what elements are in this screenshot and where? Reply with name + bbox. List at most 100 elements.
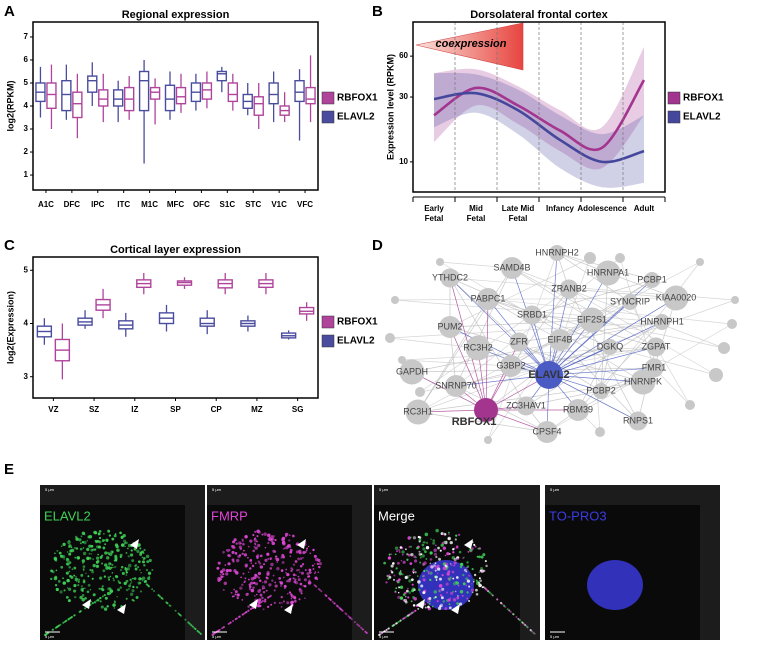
granule (431, 605, 434, 608)
granule (448, 603, 451, 606)
network-node (440, 268, 460, 288)
granule (304, 597, 306, 599)
granule (306, 572, 310, 576)
network-edge (439, 261, 513, 269)
granule (60, 545, 63, 548)
network-node (535, 361, 563, 389)
node-label: ELAVL2 (528, 369, 569, 381)
image-side-view (207, 485, 372, 505)
granule (401, 553, 404, 556)
granule (405, 615, 408, 618)
granule (242, 572, 245, 575)
granule (262, 591, 266, 594)
granule (77, 578, 81, 581)
granule (471, 568, 474, 571)
granule (57, 579, 61, 583)
granule (427, 572, 430, 575)
granule (303, 578, 307, 582)
granule (141, 576, 146, 581)
granule (95, 560, 99, 564)
granule (398, 571, 402, 575)
network-edge (531, 279, 653, 316)
arrowhead (416, 599, 425, 609)
network-edge (510, 346, 657, 367)
granule (127, 543, 132, 548)
granule (422, 575, 424, 578)
node-label: RNPS1 (623, 415, 653, 425)
network-node (522, 305, 542, 325)
granule (119, 553, 123, 557)
granule (410, 578, 414, 582)
granule (78, 538, 82, 542)
granule (120, 535, 124, 539)
granule (281, 536, 286, 541)
scale-bar-label: 5 μm (379, 634, 389, 639)
granule (250, 562, 253, 564)
granule (299, 582, 303, 586)
arrowhead (464, 539, 473, 549)
granule (90, 600, 92, 603)
granule (274, 581, 277, 584)
network-edge (548, 367, 655, 376)
granule (53, 557, 58, 561)
granule (233, 588, 236, 591)
granule (283, 584, 287, 588)
granule (317, 571, 320, 574)
granule (466, 567, 468, 569)
granule (477, 581, 480, 584)
granule (88, 552, 91, 555)
granule (74, 556, 77, 559)
granule (448, 533, 450, 535)
granule (108, 578, 111, 581)
granule (509, 610, 512, 613)
micrograph: FMRP 5 μm 5 μm (207, 485, 372, 640)
granule (452, 598, 457, 602)
granule (424, 532, 429, 537)
granule (515, 616, 518, 619)
network-edge (591, 319, 725, 349)
box (149, 86, 161, 100)
granule (101, 585, 104, 588)
granule (103, 539, 106, 541)
granule (473, 543, 476, 546)
node-label: RBM39 (563, 404, 593, 414)
image-side-view (700, 485, 720, 640)
granule (97, 553, 99, 556)
granule (449, 562, 452, 565)
micrograph: Merge 5 μm 5 μm (374, 485, 540, 640)
granule (109, 552, 113, 556)
granule (394, 546, 399, 550)
x-tick-label: DFC (64, 200, 81, 209)
granule (98, 536, 102, 540)
x-tick-label: SG (292, 405, 304, 414)
network-edge (449, 326, 487, 411)
node-label: EIF2S1 (577, 314, 607, 324)
granule (410, 553, 413, 556)
network-node (663, 285, 689, 311)
legend-label: ELAVL2 (337, 112, 375, 123)
granule (444, 554, 447, 557)
granule (93, 601, 96, 604)
granule (456, 596, 460, 600)
granule (491, 594, 494, 597)
granule (263, 587, 266, 589)
network-node (436, 258, 444, 266)
granule (180, 614, 183, 617)
granule (333, 602, 336, 605)
granule (263, 600, 267, 603)
granule (263, 580, 268, 584)
granule (141, 560, 146, 564)
network-node (628, 411, 648, 431)
granule (101, 588, 105, 592)
network-node (391, 296, 399, 304)
granule (107, 529, 111, 533)
granule (449, 540, 453, 545)
network-node (445, 375, 467, 397)
network-edge (531, 314, 644, 383)
image-side-view (40, 485, 205, 505)
granule (106, 556, 110, 560)
granule (412, 604, 416, 607)
image-side-view (185, 485, 205, 640)
granule (111, 537, 115, 541)
legend-label: ELAVL2 (683, 112, 721, 123)
